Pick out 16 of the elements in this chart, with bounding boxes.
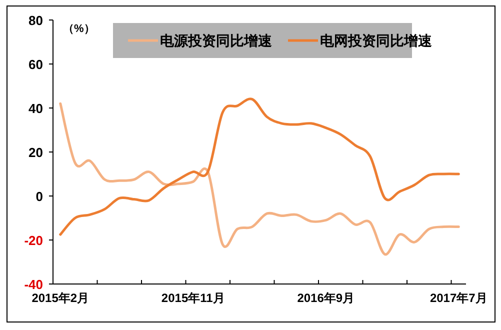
- x-tick-label: 2016年9月: [297, 291, 355, 305]
- legend-label: 电源投资同比增速: [160, 32, 273, 48]
- x-tick-label: 2015年2月: [32, 291, 90, 305]
- y-tick-label: 60: [28, 57, 43, 72]
- legend-label: 电网投资同比增速: [320, 32, 433, 48]
- x-tick-label: 2017年7月: [430, 291, 488, 305]
- y-tick-label: -40: [24, 277, 43, 292]
- annotation: （%）: [63, 23, 95, 35]
- y-tick-label: 40: [28, 101, 43, 116]
- y-tick-label: 0: [36, 189, 43, 204]
- y-tick-label: -20: [24, 233, 43, 248]
- x-tick-label: 2015年11月: [161, 291, 225, 305]
- line-series: [59, 102, 460, 256]
- y-tick-label: 20: [28, 145, 43, 160]
- y-tick-label: 80: [28, 13, 43, 28]
- line-series: [59, 98, 460, 236]
